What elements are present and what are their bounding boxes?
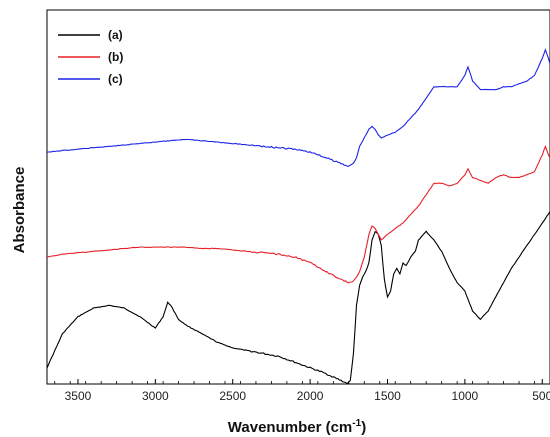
x-axis-label: Wavenumber (cm-1) bbox=[228, 418, 366, 436]
x-tick-label-3500: 3500 bbox=[65, 389, 92, 403]
x-axis-label-close: ) bbox=[361, 419, 366, 436]
x-tick-label-500: 500 bbox=[532, 389, 550, 403]
series-line-b bbox=[46, 144, 550, 284]
x-axis-label-sup: -1 bbox=[352, 418, 361, 429]
plot-area bbox=[46, 9, 550, 385]
x-tick-label-1500: 1500 bbox=[374, 389, 401, 403]
plot-frame bbox=[46, 9, 550, 385]
legend-label-b: (b) bbox=[108, 50, 123, 64]
x-tick-label-3000: 3000 bbox=[142, 389, 169, 403]
legend: (a) (b) (c) bbox=[58, 28, 123, 86]
x-axis-label-main: Wavenumber (cm bbox=[228, 419, 352, 436]
legend-label-a: (a) bbox=[108, 28, 123, 42]
legend-label-c: (c) bbox=[108, 72, 123, 86]
series-line-a bbox=[46, 211, 550, 385]
x-tick-label-2500: 2500 bbox=[219, 389, 246, 403]
x-tick-label-2000: 2000 bbox=[297, 389, 324, 403]
axis-layer: 3500 3000 2500 2000 1500 1000 500 bbox=[54, 379, 550, 403]
y-axis-label: Absorbance bbox=[11, 167, 28, 254]
series-line-c bbox=[46, 48, 550, 167]
series-layer bbox=[46, 48, 550, 385]
x-tick-label-1000: 1000 bbox=[452, 389, 479, 403]
